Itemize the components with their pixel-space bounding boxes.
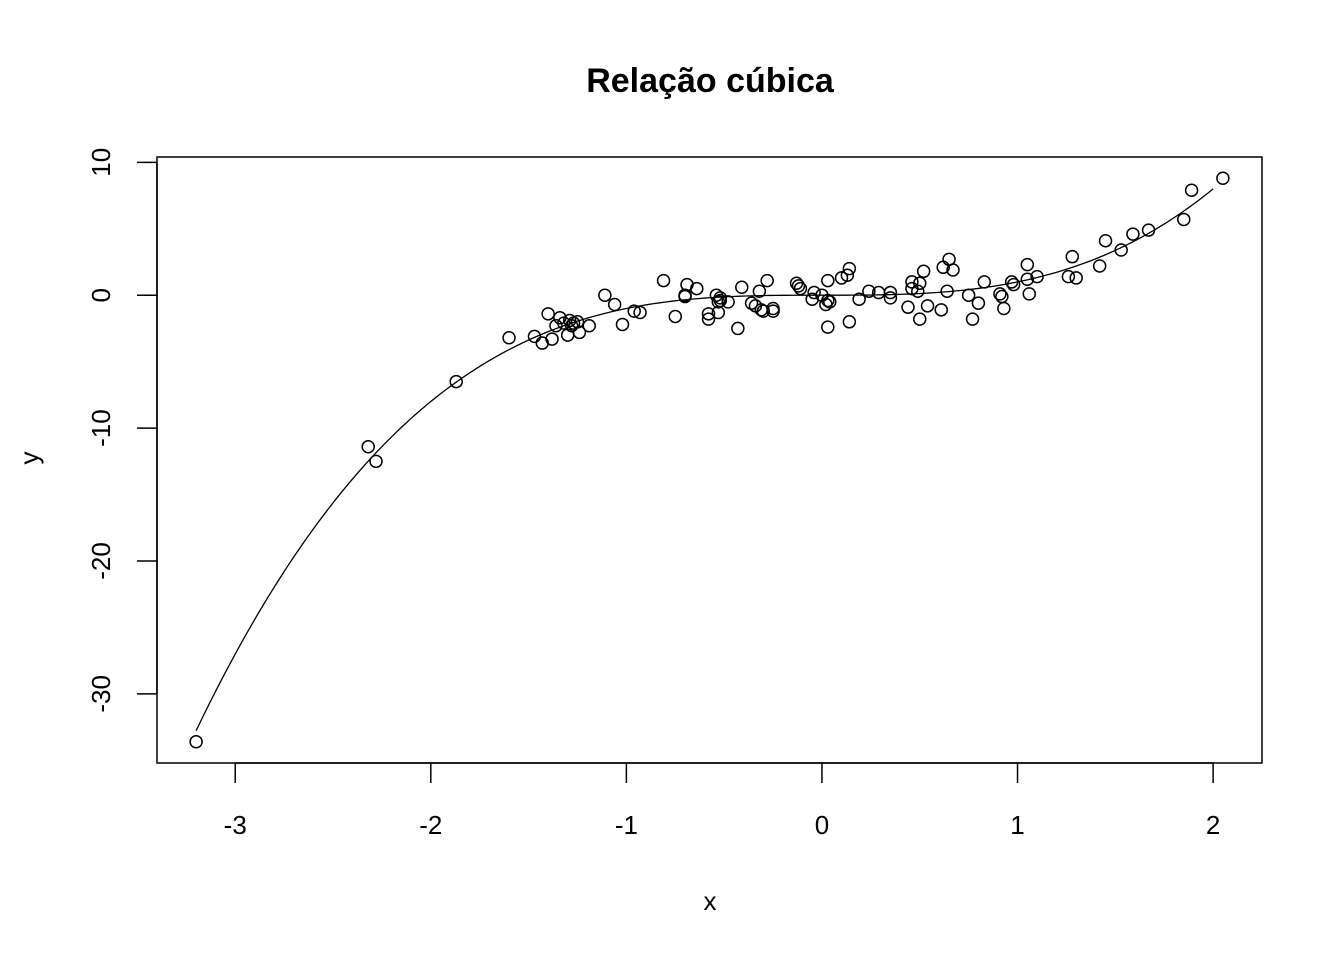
data-point [965, 312, 980, 326]
data-point [633, 305, 647, 320]
x-tick-label: 2 [1206, 810, 1220, 840]
data-point [627, 304, 641, 318]
data-point [678, 288, 692, 302]
x-tick-label: -3 [224, 810, 247, 840]
data-point [993, 287, 1007, 301]
x-axis: -3 -2 -1 0 1 2 [224, 762, 1220, 840]
data-point [842, 261, 857, 276]
data-point [1061, 269, 1076, 284]
data-point [361, 439, 375, 454]
data-point [752, 284, 767, 298]
data-point [756, 304, 771, 318]
data-point [920, 299, 935, 313]
data-point [668, 309, 683, 324]
data-point [1092, 259, 1107, 273]
data-point [545, 332, 559, 346]
data-point [541, 307, 555, 321]
data-point [807, 285, 821, 300]
x-tick-label: 1 [1010, 810, 1024, 840]
data-point [883, 291, 898, 305]
data-point [961, 288, 976, 302]
data-point [1069, 271, 1083, 285]
data-point [369, 454, 383, 469]
data-point [1126, 227, 1140, 241]
data-point [549, 319, 563, 333]
data-point [1030, 269, 1044, 284]
data-point [735, 280, 749, 294]
data-point [821, 293, 835, 308]
data-point [713, 291, 728, 305]
data-point [690, 281, 704, 296]
data-point [823, 295, 837, 309]
data-point [977, 275, 992, 289]
data-point [527, 329, 542, 344]
data-point [852, 292, 866, 306]
data-point [701, 307, 716, 321]
y-tick-label: -10 [86, 409, 116, 447]
data-point [570, 315, 585, 329]
data-point [701, 312, 716, 326]
data-point [1020, 272, 1035, 287]
data-point [1184, 183, 1199, 197]
data-point [1006, 277, 1021, 292]
data-point [1141, 223, 1156, 237]
data-point [934, 303, 949, 317]
data-point [971, 296, 986, 310]
data-point [598, 288, 612, 302]
data-point [997, 301, 1011, 316]
y-tick-label: 0 [86, 288, 116, 302]
x-tick-label: -1 [615, 810, 638, 840]
chart-title: Relação cúbica [586, 62, 835, 100]
x-tick-label: 0 [815, 810, 829, 840]
data-point [916, 264, 931, 279]
x-tick-label: -2 [419, 810, 442, 840]
data-point [1020, 257, 1035, 272]
data-point [615, 317, 630, 332]
data-point [821, 273, 835, 288]
data-point [911, 284, 925, 298]
y-tick-label: 10 [86, 148, 116, 177]
data-point [582, 319, 596, 333]
data-point [793, 281, 808, 296]
y-tick-label: -30 [86, 675, 116, 713]
y-axis-label: y [14, 452, 44, 465]
data-point [502, 330, 516, 345]
x-axis-label: x [704, 886, 717, 916]
data-point [821, 320, 835, 334]
data-point [189, 734, 203, 749]
data-point [834, 271, 849, 285]
data-point [766, 301, 780, 316]
data-point [1216, 171, 1230, 186]
data-point [572, 325, 587, 340]
y-axis: -30 -20 -10 0 10 [86, 148, 158, 713]
data-point [607, 297, 622, 312]
data-point [1114, 243, 1128, 257]
data-point [946, 263, 960, 277]
y-tick-label: -20 [86, 542, 116, 580]
data-point [862, 284, 876, 298]
data-point [842, 315, 857, 329]
data-point [791, 279, 806, 293]
data-point [760, 273, 774, 288]
data-point [1098, 233, 1113, 248]
data-point [912, 312, 927, 326]
data-point [744, 296, 759, 310]
data-point [912, 276, 927, 290]
data-point [449, 374, 463, 389]
data-point [883, 285, 898, 300]
data-point [840, 268, 855, 283]
data-point [1004, 275, 1019, 289]
data-point [1177, 212, 1191, 227]
data-point [731, 321, 745, 336]
data-point [1065, 249, 1080, 264]
data-point [901, 300, 915, 314]
data-points [189, 171, 1230, 749]
data-point [656, 273, 671, 288]
data-point [1022, 287, 1037, 301]
data-point [940, 284, 954, 298]
data-point [721, 295, 735, 309]
